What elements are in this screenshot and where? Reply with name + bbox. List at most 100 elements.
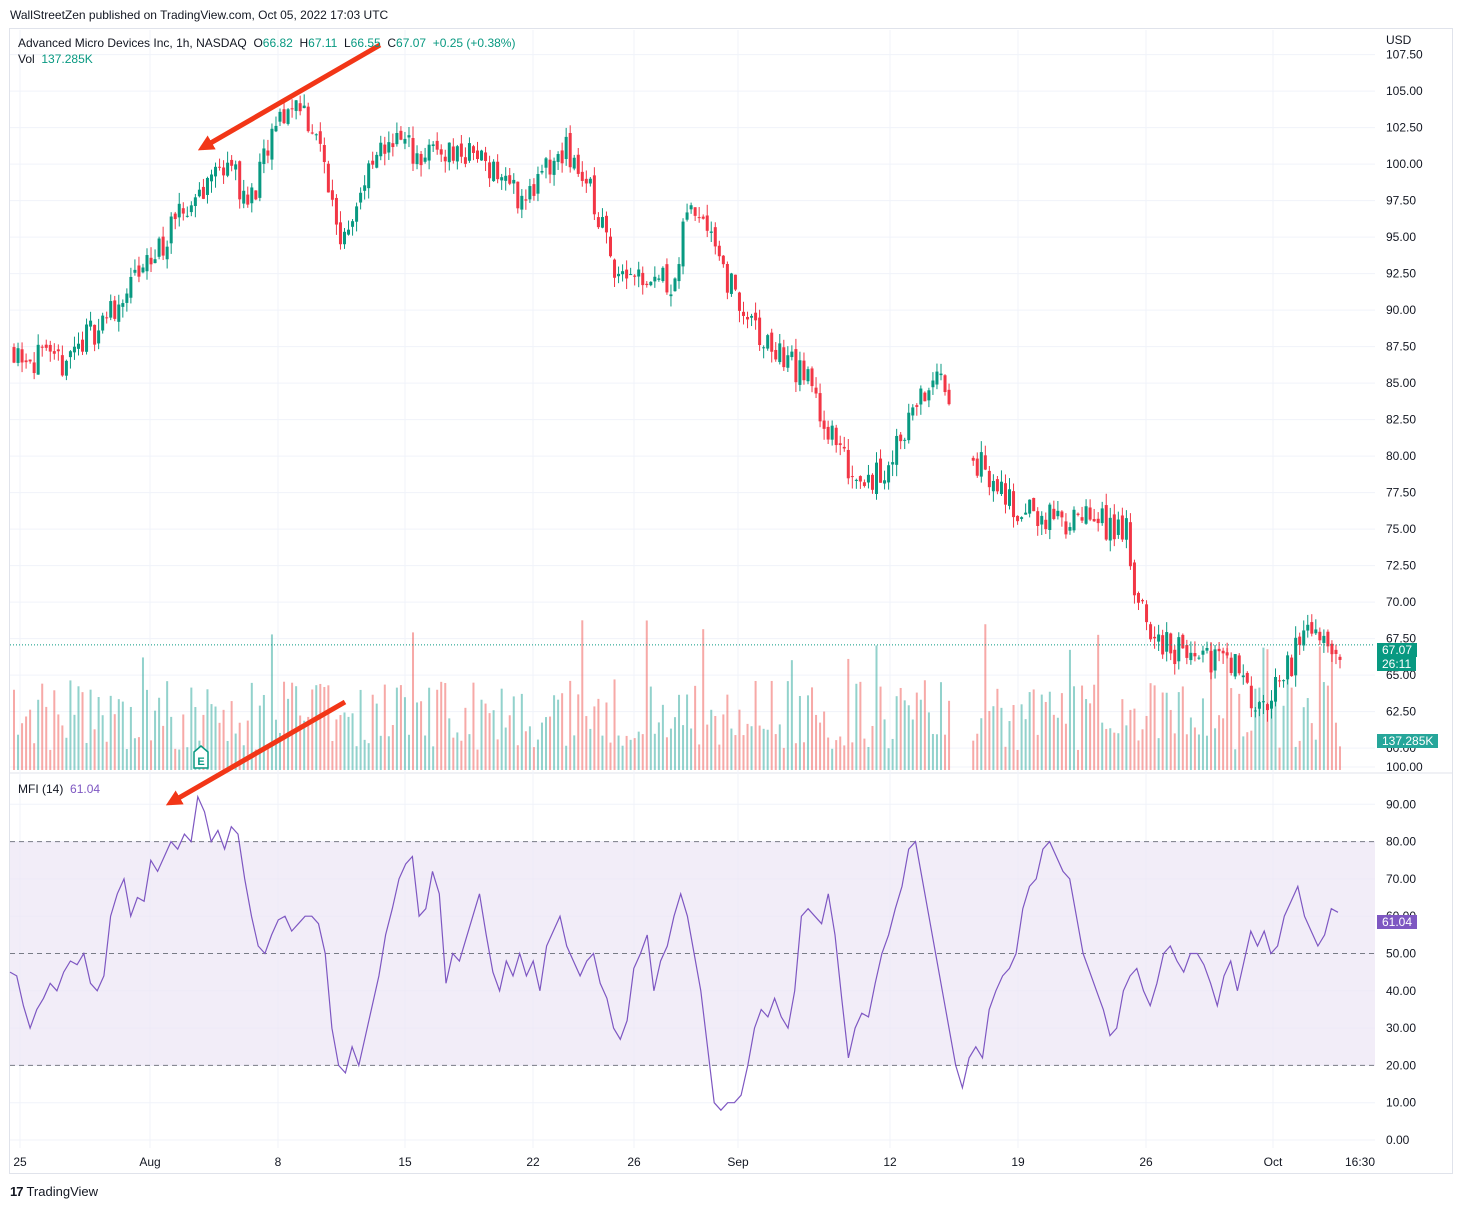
- volume-bar: [194, 707, 197, 770]
- candle-body: [681, 221, 685, 267]
- candle-body: [516, 181, 520, 209]
- candle-body: [758, 317, 762, 346]
- volume-bar: [1274, 695, 1277, 770]
- volume-bar: [129, 706, 132, 770]
- volume-bar: [1234, 749, 1237, 770]
- volume-bar: [758, 725, 761, 770]
- candle-body: [205, 177, 209, 195]
- candle-body: [363, 185, 367, 191]
- candle-body: [109, 301, 113, 318]
- candle-body: [1237, 655, 1241, 674]
- volume-bar: [657, 722, 660, 770]
- footer-brand[interactable]: 17 TradingView: [10, 1184, 98, 1199]
- candle-body: [230, 159, 234, 166]
- volume-bar: [569, 680, 572, 770]
- volume-bar: [412, 632, 415, 770]
- volume-bar: [911, 719, 914, 770]
- volume-bar: [432, 746, 435, 770]
- volume-bar: [1141, 729, 1144, 770]
- candle-body: [548, 159, 552, 175]
- volume-bar: [782, 747, 785, 770]
- candle-body: [383, 144, 387, 154]
- candle-body: [665, 264, 669, 293]
- mfi-tick-label: 20.00: [1386, 1058, 1416, 1072]
- candle-body: [1282, 680, 1286, 682]
- candle-body: [1229, 657, 1233, 673]
- candle-body: [1092, 519, 1096, 522]
- candle-body: [330, 190, 334, 200]
- candle-body: [318, 131, 322, 144]
- candle-body: [189, 205, 193, 213]
- candle-body: [1003, 483, 1007, 505]
- candle-body: [1136, 593, 1140, 603]
- candle-body: [40, 346, 44, 348]
- volume-bar: [516, 745, 519, 770]
- candle-body: [564, 136, 568, 160]
- candle-body: [770, 332, 774, 352]
- volume-bar: [1072, 686, 1075, 770]
- candle-body: [1120, 515, 1124, 540]
- volume-bar: [218, 722, 221, 770]
- candle-body: [222, 167, 226, 176]
- volume-bar: [742, 735, 745, 770]
- candle-body: [475, 150, 479, 160]
- volume-bar: [97, 697, 100, 770]
- time-tick-label: 26: [627, 1155, 641, 1169]
- candle-body: [133, 269, 137, 273]
- volume-bar: [617, 735, 620, 770]
- volume-bar: [339, 715, 342, 770]
- volume-bar: [488, 713, 491, 770]
- candle-body: [1225, 652, 1229, 656]
- candle-body: [520, 195, 524, 210]
- volume-bar: [150, 740, 153, 770]
- candle-body: [282, 109, 286, 124]
- candle-body: [121, 303, 125, 307]
- volume-bar: [1330, 645, 1333, 770]
- mfi-tick-label: 10.00: [1386, 1096, 1416, 1110]
- volume-bar: [536, 739, 539, 770]
- volume-bar: [1294, 746, 1297, 770]
- legend-c-label: C: [387, 36, 397, 50]
- candle-body: [391, 143, 395, 148]
- candle-body: [367, 163, 371, 189]
- candle-body: [560, 150, 564, 164]
- candle-body: [1201, 650, 1205, 655]
- volume-bar: [279, 732, 282, 770]
- volume-bar: [855, 683, 858, 770]
- candle-body: [649, 281, 653, 286]
- candle-body: [1157, 634, 1161, 642]
- candle-body: [415, 153, 419, 165]
- volume-bar: [1230, 688, 1233, 770]
- volume-bar: [170, 716, 173, 770]
- volume-bar: [89, 689, 92, 770]
- candle-body: [1221, 650, 1225, 654]
- volume-bar: [1117, 733, 1120, 770]
- volume-bar: [1064, 723, 1067, 770]
- candle-body: [250, 187, 254, 204]
- candle-body: [129, 276, 133, 298]
- volume-bar: [323, 687, 326, 770]
- volume-bar: [762, 728, 765, 770]
- volume-bar: [823, 711, 826, 770]
- candle-body: [334, 197, 338, 225]
- candle-body: [608, 236, 612, 257]
- volume-bar: [883, 719, 886, 770]
- candle-body: [1036, 511, 1040, 526]
- volume-bar: [1044, 701, 1047, 770]
- candle-body: [572, 157, 576, 169]
- candle-body: [504, 175, 508, 181]
- candle-body: [540, 170, 544, 173]
- candle-body: [762, 347, 766, 349]
- volume-bar: [456, 732, 459, 770]
- candle-body: [733, 274, 737, 290]
- volume-bar: [258, 705, 261, 770]
- candle-body: [556, 154, 560, 162]
- candle-body: [592, 175, 596, 215]
- candle-body: [266, 150, 270, 156]
- volume-bar: [1189, 717, 1192, 770]
- volume-bar: [1254, 688, 1257, 770]
- volume-bar: [686, 694, 689, 770]
- candle-body: [746, 316, 750, 320]
- candle-body: [524, 199, 528, 201]
